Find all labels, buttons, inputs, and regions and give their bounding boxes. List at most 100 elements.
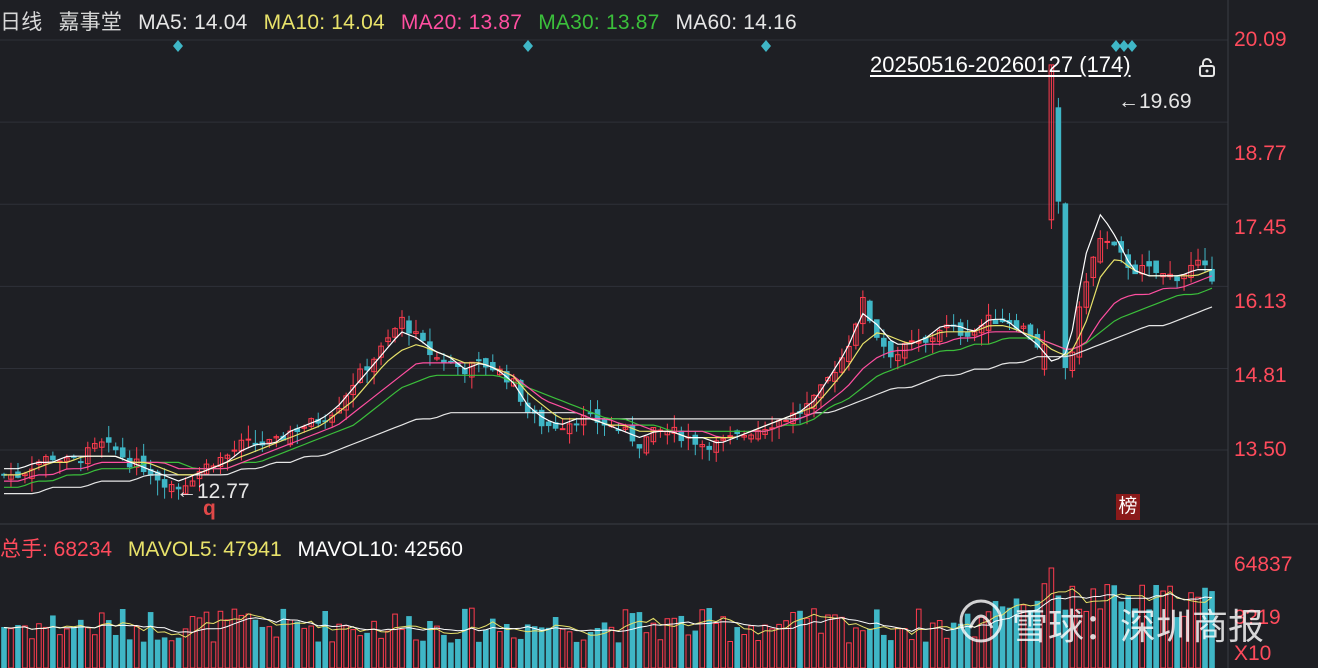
candle-body bbox=[1055, 107, 1062, 202]
volume-bar bbox=[1188, 592, 1194, 668]
volume-bar bbox=[189, 616, 196, 668]
candle-body bbox=[915, 341, 922, 344]
q-marker[interactable]: q bbox=[203, 497, 216, 520]
volume-bar bbox=[811, 608, 817, 668]
volume-bar bbox=[217, 610, 224, 668]
stock-name: 嘉事堂 bbox=[58, 11, 123, 34]
volume-bar bbox=[894, 627, 901, 668]
candle-body bbox=[566, 423, 573, 435]
volume-bar bbox=[329, 641, 335, 668]
vol-ma5-line bbox=[3, 588, 1213, 638]
candle-body bbox=[64, 457, 70, 462]
candle-body bbox=[713, 440, 720, 453]
xueqiu-logo-icon bbox=[959, 599, 1003, 643]
candle-body bbox=[1160, 273, 1166, 278]
volume-bar bbox=[1097, 608, 1104, 668]
volume-bar bbox=[15, 625, 21, 668]
volume-bar bbox=[622, 609, 629, 668]
volume-bar bbox=[413, 639, 419, 668]
volume-bar bbox=[336, 623, 342, 668]
volume-bar bbox=[615, 642, 622, 668]
event-diamond-icon bbox=[523, 40, 533, 52]
volume-bars bbox=[1, 567, 1215, 668]
candle-body bbox=[894, 354, 901, 362]
volume-bar bbox=[692, 630, 699, 668]
candle-body bbox=[727, 435, 733, 438]
volume-bar bbox=[545, 627, 552, 668]
ma5-value: MA5: 14.04 bbox=[138, 11, 248, 34]
volume-bar bbox=[825, 614, 831, 668]
vol-ma10-line bbox=[3, 593, 1213, 633]
volume-bar bbox=[552, 617, 559, 668]
period-label[interactable]: 日线 bbox=[0, 11, 43, 34]
candle-body bbox=[364, 366, 370, 371]
volume-bar bbox=[91, 634, 98, 668]
volume-bar bbox=[818, 632, 824, 668]
volume-bar bbox=[650, 622, 657, 668]
volume-bar bbox=[846, 642, 852, 668]
volume-bar bbox=[287, 619, 294, 668]
volume-bar bbox=[64, 628, 70, 668]
vol-tick-2: X10 bbox=[1234, 642, 1272, 665]
lock-icon[interactable] bbox=[1196, 56, 1218, 78]
candle-body bbox=[1090, 256, 1097, 279]
volume-bar bbox=[434, 625, 440, 668]
volume-bar bbox=[839, 616, 845, 668]
bang-badge[interactable]: 榜 bbox=[1116, 494, 1140, 520]
volume-bar bbox=[636, 612, 643, 668]
candle-body bbox=[1202, 260, 1208, 266]
volume-ma-lines bbox=[3, 588, 1213, 638]
candle-body bbox=[762, 429, 768, 435]
volume-bar bbox=[1048, 567, 1055, 668]
volume-bar bbox=[8, 628, 14, 668]
volume-bar bbox=[769, 628, 775, 668]
high-annotation: ←19.69 bbox=[1118, 90, 1192, 113]
candle-body bbox=[818, 384, 824, 399]
volume-bar bbox=[881, 634, 887, 668]
y-tick-5: 13.50 bbox=[1234, 438, 1287, 461]
volume-bar bbox=[1090, 588, 1097, 668]
volume-bar bbox=[804, 617, 810, 668]
volume-bar bbox=[797, 610, 803, 668]
volume-bar bbox=[706, 608, 713, 668]
candle-body bbox=[1174, 276, 1180, 282]
candle-body bbox=[98, 441, 105, 448]
volume-bar bbox=[399, 629, 405, 668]
volume-bar bbox=[643, 632, 650, 668]
candle-body bbox=[755, 429, 761, 440]
volume-bar bbox=[929, 622, 936, 668]
date-range-label[interactable]: 20250516-20260127 (174) bbox=[870, 52, 1131, 77]
volume-bar bbox=[510, 637, 517, 668]
candle-body bbox=[161, 479, 168, 488]
candle-body bbox=[846, 345, 852, 362]
volume-bar bbox=[266, 626, 273, 668]
volume-bar bbox=[448, 642, 454, 668]
candle-body bbox=[371, 358, 377, 373]
ma20-line bbox=[4, 275, 1213, 482]
volume-bar bbox=[231, 608, 238, 668]
volume-bar bbox=[427, 621, 433, 668]
volume-bar bbox=[36, 623, 42, 668]
ma-legend: 日线 嘉事堂 MA5: 14.04 MA10: 14.04 MA20: 13.8… bbox=[0, 6, 807, 36]
volume-bar bbox=[280, 608, 287, 668]
candle-body bbox=[643, 436, 650, 454]
volume-bar bbox=[371, 620, 377, 668]
candle-body bbox=[1111, 241, 1118, 246]
ma10-value: MA10: 14.04 bbox=[263, 11, 385, 34]
candle-body bbox=[1104, 240, 1111, 243]
volume-bar bbox=[71, 626, 77, 668]
y-tick-1: 18.77 bbox=[1234, 142, 1287, 165]
volume-bar bbox=[699, 609, 706, 668]
ma30-value: MA30: 13.87 bbox=[538, 11, 660, 34]
volume-bar bbox=[50, 615, 56, 668]
event-diamond-icon bbox=[1119, 40, 1129, 52]
ma60-value: MA60: 14.16 bbox=[675, 11, 797, 34]
candle-body bbox=[266, 438, 273, 444]
candle-body bbox=[406, 320, 412, 334]
volume-bar bbox=[629, 613, 636, 668]
candle-body bbox=[825, 377, 831, 382]
volume-bar bbox=[420, 640, 426, 668]
candle-body bbox=[385, 337, 391, 343]
candle-body bbox=[874, 319, 880, 338]
